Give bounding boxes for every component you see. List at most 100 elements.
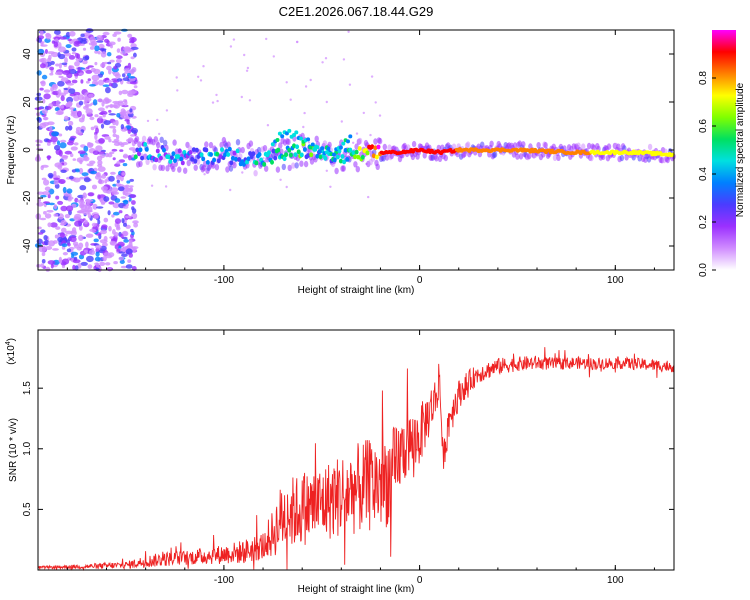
sparse-point — [211, 101, 215, 104]
noise-blob — [79, 176, 85, 180]
noise-blob — [63, 52, 72, 57]
sparse-point — [325, 100, 328, 104]
noise-blob — [85, 66, 90, 70]
ridge-point — [365, 150, 370, 156]
sparse-point — [266, 124, 270, 127]
noise-blob — [71, 79, 78, 84]
sparse-point — [229, 188, 232, 192]
noise-blob — [47, 155, 51, 161]
ridge-point — [232, 150, 237, 156]
noise-blob — [129, 187, 134, 193]
noise-blob — [108, 175, 115, 182]
noise-blob — [120, 124, 125, 130]
noise-blob — [107, 210, 111, 216]
noise-blob — [78, 254, 85, 260]
noise-blob — [54, 234, 59, 239]
noise-blob — [76, 157, 84, 163]
ridge-point — [326, 146, 331, 152]
ridge-halo — [281, 163, 286, 171]
noise-blob — [60, 219, 67, 226]
noise-blob — [72, 264, 76, 271]
ridge-point — [205, 160, 210, 165]
noise-blob — [133, 85, 138, 89]
noise-blob — [53, 41, 59, 48]
ridge-halo — [137, 141, 142, 148]
ridge-halo — [377, 137, 383, 145]
noise-blob — [97, 160, 103, 166]
noise-blob — [88, 249, 96, 255]
noise-blob — [87, 65, 94, 68]
ridge-halo — [226, 141, 231, 148]
noise-blob — [57, 42, 62, 49]
ridge-halo — [160, 164, 166, 172]
noise-blob — [113, 261, 118, 265]
noise-blob — [106, 65, 112, 71]
ridge-point — [137, 151, 141, 157]
noise-blob — [47, 240, 56, 247]
noise-blob — [87, 212, 92, 219]
sparse-point — [265, 37, 268, 41]
ridge-halo — [159, 136, 164, 143]
ridge-halo — [138, 160, 143, 168]
ridge-halo — [382, 143, 387, 151]
noise-blob — [49, 66, 55, 71]
noise-blob — [118, 90, 123, 96]
ridge-branch-point — [320, 146, 325, 151]
noise-blob — [81, 96, 87, 100]
noise-blob — [91, 74, 100, 82]
noise-blob — [59, 36, 67, 40]
colorbar-tick-label: 0.4 — [698, 167, 709, 181]
ridge-point — [188, 150, 193, 155]
ridge-halo — [556, 154, 561, 161]
noise-blob — [60, 155, 69, 158]
noise-blob — [50, 222, 58, 228]
noise-blob — [83, 249, 88, 253]
colorbar-ticks: 0.0 0.2 0.4 0.6 0.8 — [698, 71, 716, 277]
snr-marks — [37, 347, 675, 572]
noise-blob — [109, 125, 117, 129]
noise-blob — [102, 31, 110, 36]
ridge-branch-point — [348, 134, 353, 139]
noise-blob — [120, 196, 127, 199]
ridge-halo — [171, 165, 176, 173]
noise-blob — [43, 235, 48, 241]
ridge-branch-point — [341, 141, 346, 146]
noise-blob — [65, 44, 72, 49]
ridge-point — [287, 147, 292, 153]
ridge-halo — [275, 166, 281, 173]
noise-blob — [66, 82, 74, 86]
noise-blob — [83, 154, 88, 161]
noise-blob — [114, 218, 122, 225]
ridge-point — [162, 147, 166, 153]
ridge-halo — [381, 155, 386, 162]
ridge-halo — [581, 143, 586, 150]
noise-blob — [71, 169, 77, 173]
ridge-halo — [322, 140, 328, 147]
noise-blob — [90, 126, 95, 131]
noise-blob — [40, 194, 47, 198]
noise-blob — [116, 174, 121, 181]
noise-blob — [105, 262, 111, 266]
noise-blob — [97, 51, 101, 55]
ridge-halo — [543, 142, 548, 149]
noise-blob — [94, 61, 98, 66]
noise-blob — [121, 172, 126, 176]
noise-blob — [131, 127, 138, 134]
sparse-point — [229, 45, 233, 48]
noise-blob — [101, 186, 108, 191]
noise-blob — [87, 78, 92, 82]
ridge-point — [179, 156, 184, 162]
ridge-halo — [624, 154, 629, 161]
noise-blob — [55, 100, 60, 107]
noise-blob — [48, 202, 55, 206]
ridge-point — [230, 155, 235, 161]
ridge-halo — [156, 141, 161, 149]
spectrogram-y-tick-label: 20 — [22, 96, 33, 108]
ridge-point — [266, 150, 271, 156]
noise-blob — [91, 222, 97, 227]
snr-x-axis-label: Height of straight line (km) — [298, 584, 415, 595]
ridge-halo — [647, 143, 653, 151]
noise-blob — [41, 74, 48, 80]
noise-blob — [95, 244, 102, 249]
noise-blob — [116, 48, 121, 53]
